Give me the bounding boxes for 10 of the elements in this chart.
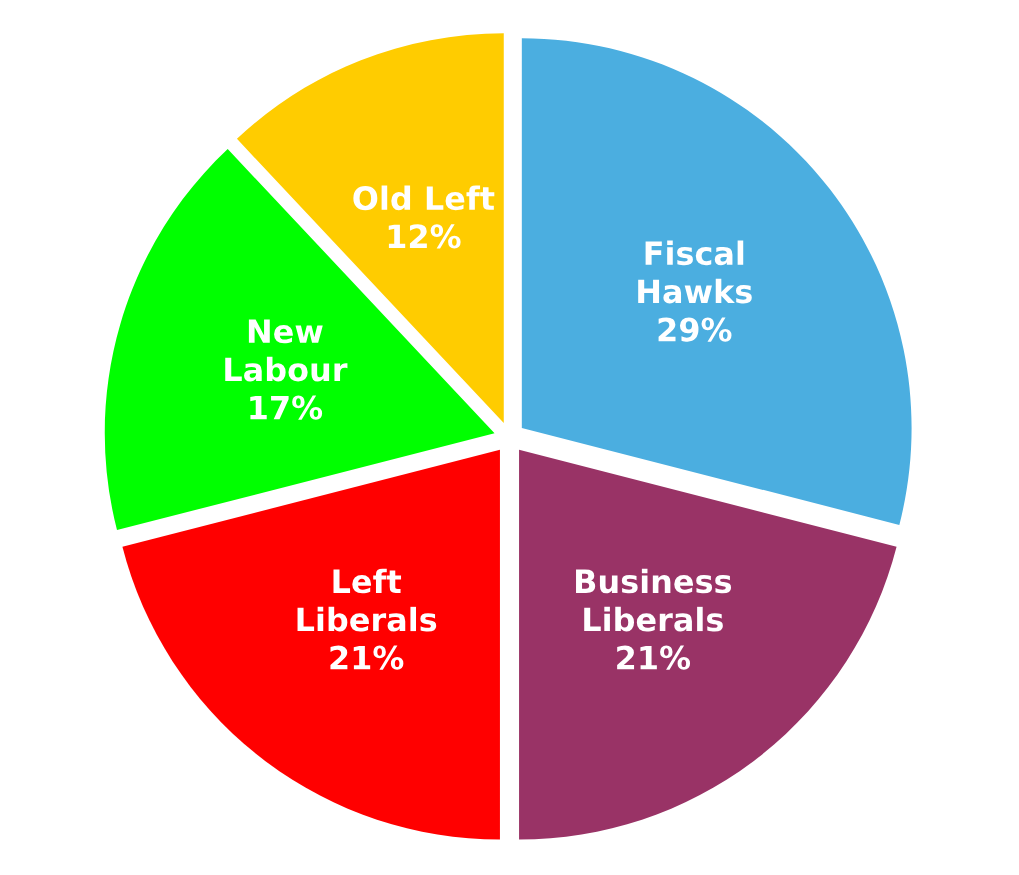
- slice-label: Left Liberals: [297, 568, 437, 632]
- data-label: 29%: [658, 317, 732, 342]
- data-label: 12%: [388, 224, 461, 249]
- data-label: 17%: [250, 395, 323, 420]
- slice-label: Fiscal Hawks: [638, 240, 752, 304]
- data-label: 21%: [617, 645, 691, 670]
- data-label: 21%: [330, 645, 404, 670]
- slice-label: New Labour: [225, 319, 348, 382]
- slice-label: Business Liberals: [576, 568, 732, 632]
- slice-label: Old Left: [353, 185, 495, 211]
